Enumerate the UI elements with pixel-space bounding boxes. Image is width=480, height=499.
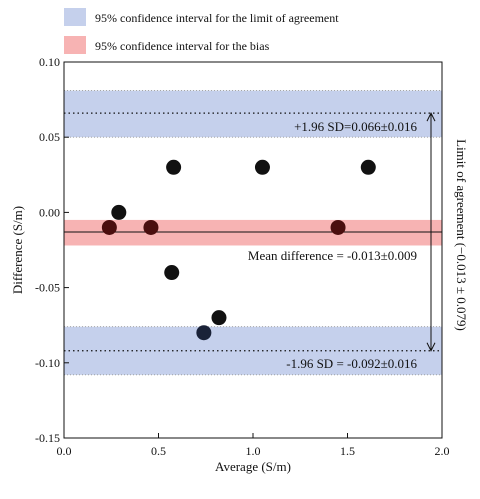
arrow-head-up xyxy=(426,112,436,122)
data-point xyxy=(330,219,346,235)
data-point xyxy=(196,325,212,341)
y-tick-label: 0.00 xyxy=(39,205,60,219)
data-point xyxy=(111,204,127,220)
data-point xyxy=(164,265,180,281)
upper-loa-ci-band xyxy=(64,90,442,138)
legend-label-bias: 95% confidence interval for the bias xyxy=(95,39,270,53)
y-axis-ticks: 0.10 0.05 0.00 -0.05 -0.10 -0.15 xyxy=(35,55,69,445)
x-tick-label: 1.5 xyxy=(340,444,355,458)
arrow-head-down xyxy=(426,342,436,352)
data-point xyxy=(254,159,270,175)
band-borders xyxy=(64,90,442,376)
mean-difference-annotation: Mean difference = -0.013±0.009 xyxy=(248,248,417,263)
data-point xyxy=(166,159,182,175)
bias-ci-band xyxy=(64,219,442,246)
data-point xyxy=(143,219,159,235)
upper-loa-annotation: +1.96 SD=0.066±0.016 xyxy=(294,119,417,134)
data-point xyxy=(101,219,117,235)
loa-side-label: Limit of agreement (−0.013 ± 0.079) xyxy=(454,139,469,331)
legend: 95% confidence interval for the limit of… xyxy=(64,8,339,54)
y-tick-label: -0.15 xyxy=(35,431,60,445)
data-point xyxy=(360,159,376,175)
x-axis-title: Average (S/m) xyxy=(215,459,291,474)
x-tick-label: 0.0 xyxy=(57,444,72,458)
y-tick-label: -0.05 xyxy=(35,281,60,295)
y-tick-label: 0.05 xyxy=(39,130,60,144)
legend-swatch-bias xyxy=(64,36,86,54)
x-axis-ticks: 0.0 0.5 1.0 1.5 2.0 xyxy=(57,433,450,458)
y-tick-label: 0.10 xyxy=(39,55,60,69)
data-points xyxy=(101,159,376,341)
lower-loa-annotation: -1.96 SD = -0.092±0.016 xyxy=(286,356,417,371)
legend-swatch-loa xyxy=(64,8,86,26)
y-tick-label: -0.10 xyxy=(35,356,60,370)
loa-range-arrow xyxy=(426,112,436,352)
legend-label-loa: 95% confidence interval for the limit of… xyxy=(95,11,339,25)
data-point xyxy=(211,310,227,326)
x-tick-label: 0.5 xyxy=(151,444,166,458)
x-tick-label: 2.0 xyxy=(435,444,450,458)
y-axis-title: Difference (S/m) xyxy=(10,206,25,294)
x-tick-label: 1.0 xyxy=(246,444,261,458)
